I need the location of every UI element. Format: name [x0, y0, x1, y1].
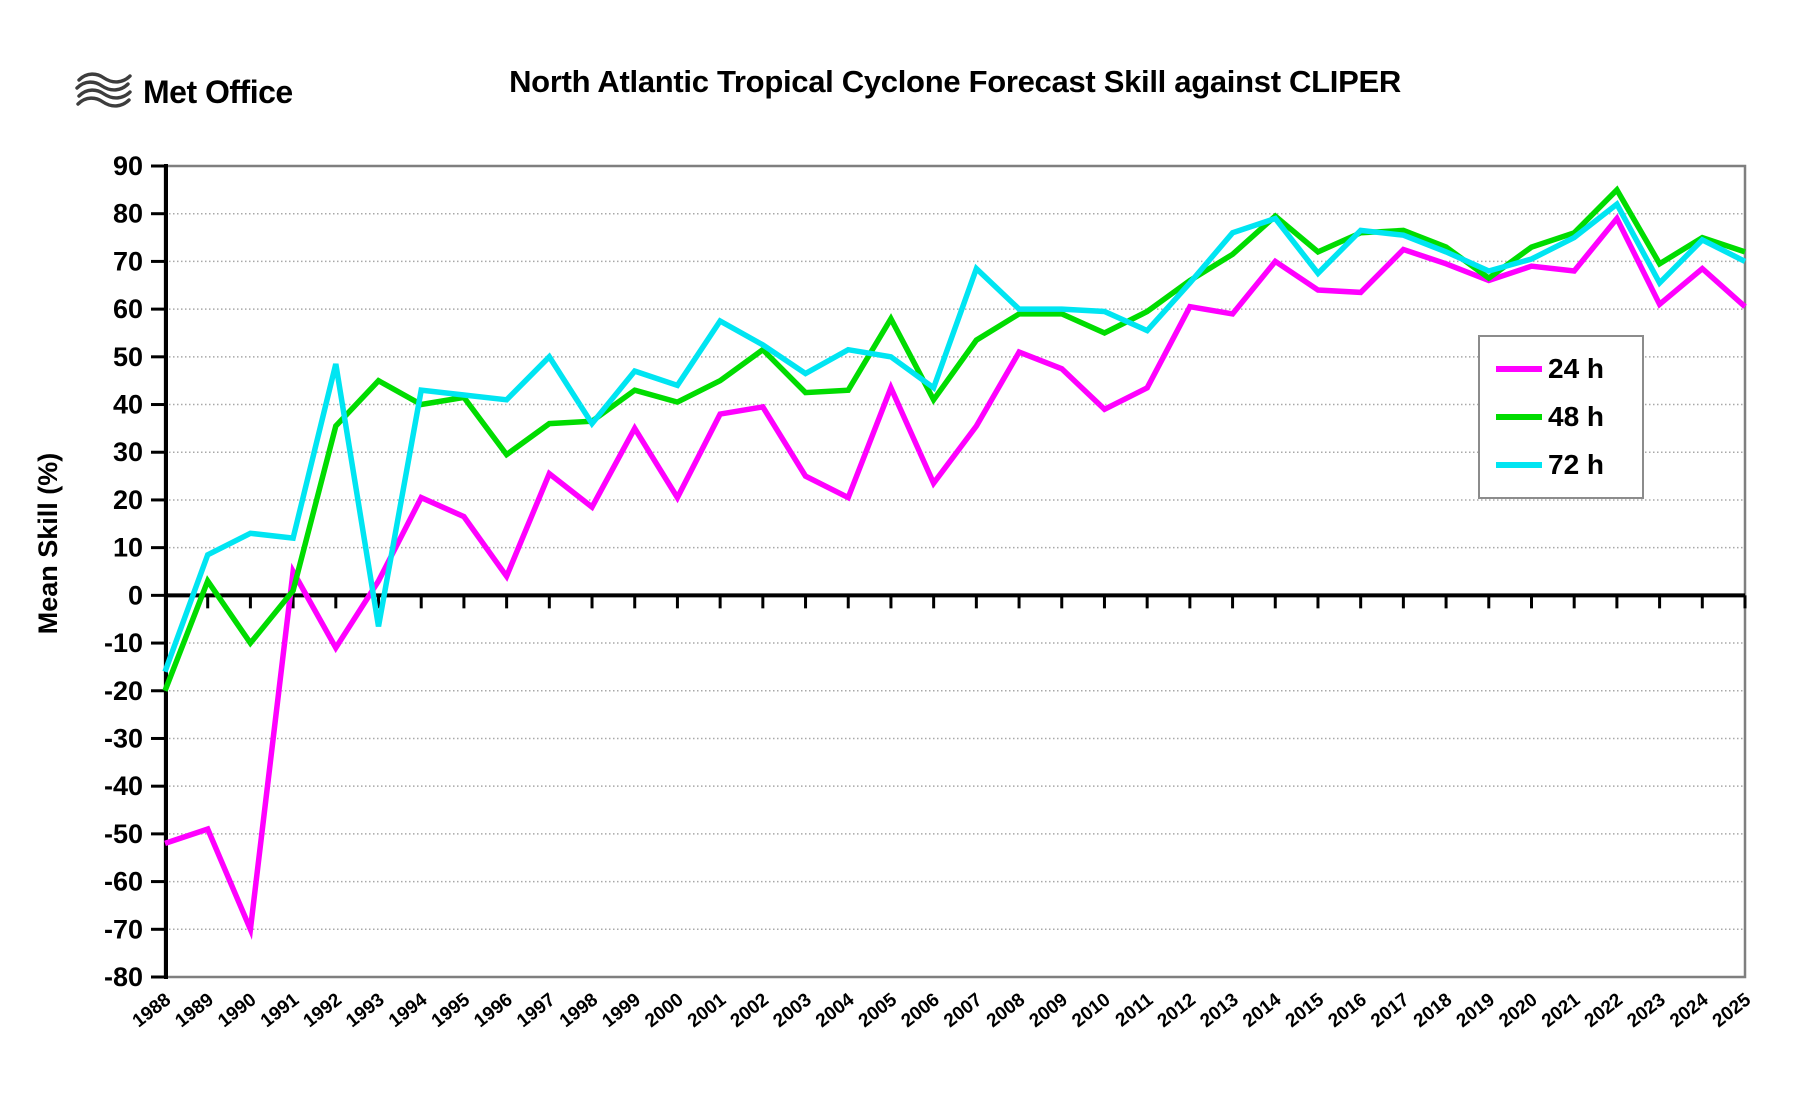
x-axis-label-1991: 1991: [257, 989, 304, 1032]
y-axis-label: 50: [113, 342, 143, 372]
legend-swatch-72h: [1496, 462, 1542, 468]
y-axis-label: -20: [104, 676, 143, 706]
legend-label-48h: 48 h: [1548, 401, 1605, 432]
x-axis-label-1996: 1996: [470, 989, 516, 1032]
y-axis-label: -70: [104, 914, 143, 944]
y-axis-label: 60: [113, 294, 143, 324]
x-axis-label-2013: 2013: [1196, 989, 1242, 1032]
x-axis-label-2004: 2004: [812, 989, 859, 1032]
x-axis-label-1997: 1997: [513, 989, 559, 1032]
x-axis-label-2009: 2009: [1026, 989, 1072, 1032]
y-axis-label: -30: [104, 723, 143, 753]
x-axis-label-2014: 2014: [1239, 989, 1286, 1032]
y-axis-label: -80: [104, 962, 143, 992]
x-axis-label-1994: 1994: [385, 989, 432, 1032]
x-axis-label-2011: 2011: [1112, 989, 1158, 1031]
series-line-72h: [162, 200, 1747, 673]
met-office-waves-icon: [75, 72, 132, 108]
x-axis-label-2016: 2016: [1325, 989, 1371, 1032]
x-axis-label-2007: 2007: [940, 989, 986, 1032]
legend-swatch-48h: [1496, 414, 1542, 420]
x-axis-label-1998: 1998: [556, 989, 602, 1032]
x-axis-label-1992: 1992: [300, 989, 346, 1032]
y-axis-label: 40: [113, 390, 143, 420]
plot-border: [163, 164, 1747, 979]
y-axis-label: 20: [113, 485, 143, 515]
x-axis-label-2023: 2023: [1623, 989, 1669, 1032]
chart-title: North Atlantic Tropical Cyclone Forecast…: [509, 64, 1401, 99]
x-axis-label-1988: 1988: [129, 989, 175, 1032]
x-axis-label-1995: 1995: [428, 989, 475, 1032]
legend-label-72h: 72 h: [1548, 449, 1605, 480]
legend-item-48h: 48 h: [1480, 401, 1642, 433]
y-axis-label: 90: [113, 151, 143, 181]
x-axis-label-2021: 2021: [1538, 989, 1585, 1032]
x-axis-label-2006: 2006: [897, 989, 943, 1032]
y-axis-title: Mean Skill (%): [33, 453, 63, 635]
y-axis-label: 0: [128, 580, 143, 610]
x-axis-label-2018: 2018: [1410, 989, 1456, 1032]
x-axis-label-2024: 2024: [1666, 989, 1713, 1032]
x-axis-label-2001: 2001: [684, 989, 731, 1032]
y-axis-label: -60: [104, 867, 143, 897]
met-office-logo: Met Office: [75, 70, 293, 114]
y-axis-label: 70: [113, 246, 143, 276]
x-axis-label-2000: 2000: [641, 989, 687, 1032]
legend-item-24h: 24 h: [1480, 353, 1642, 385]
y-axis-label: 10: [113, 533, 143, 563]
x-axis-label-1990: 1990: [214, 989, 260, 1032]
y-axis-label: -10: [104, 628, 143, 658]
x-axis-label-2003: 2003: [769, 989, 815, 1032]
legend-label-24h: 24 h: [1548, 353, 1605, 384]
x-axis-label-2020: 2020: [1495, 989, 1541, 1032]
x-axis-label-1993: 1993: [342, 989, 388, 1032]
series-line-48h: [162, 185, 1746, 692]
y-axis-label: 80: [113, 199, 143, 229]
x-axis-label-2017: 2017: [1367, 989, 1413, 1032]
x-axis-label-2005: 2005: [855, 989, 902, 1032]
legend-swatch-24h: [1496, 366, 1542, 372]
x-axis-label-2022: 2022: [1581, 989, 1627, 1032]
y-axis-label: -40: [104, 771, 143, 801]
x-axis-label-2019: 2019: [1453, 989, 1499, 1032]
chart-legend: 24 h 48 h 72 h: [1478, 335, 1644, 499]
x-axis-label-1999: 1999: [599, 989, 645, 1032]
series-line-24h: [164, 213, 1747, 940]
y-axis-label: -50: [104, 819, 143, 849]
x-axis-label-2002: 2002: [727, 989, 773, 1032]
legend-item-72h: 72 h: [1480, 449, 1642, 481]
x-axis-label-1989: 1989: [172, 989, 218, 1032]
met-office-logo-text: Met Office: [143, 73, 293, 110]
x-axis-label-2012: 2012: [1154, 989, 1200, 1032]
y-axis-label: 30: [113, 437, 143, 467]
x-axis-label-2025: 2025: [1709, 989, 1756, 1032]
x-axis-label-2015: 2015: [1282, 989, 1329, 1032]
x-axis-label-2008: 2008: [983, 989, 1029, 1032]
x-axis-label-2010: 2010: [1068, 989, 1114, 1032]
